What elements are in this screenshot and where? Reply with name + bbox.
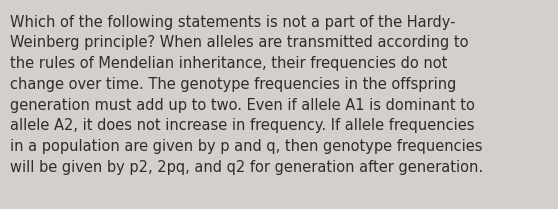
Text: Which of the following statements is not a part of the Hardy-
Weinberg principle: Which of the following statements is not… — [10, 15, 483, 175]
